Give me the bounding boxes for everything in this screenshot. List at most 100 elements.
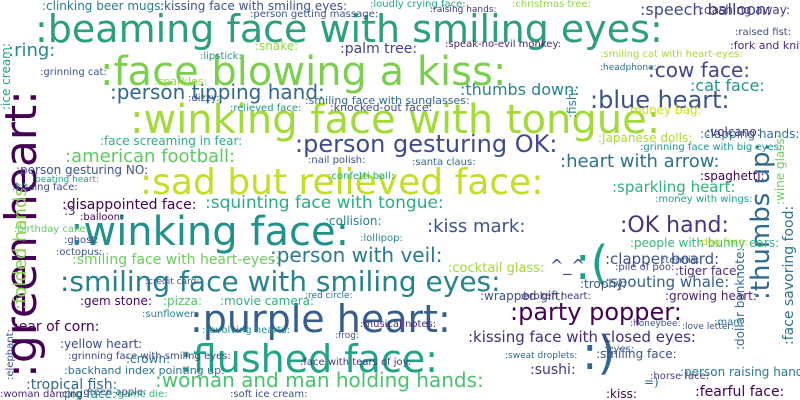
cloud-word: :gem stone: bbox=[80, 294, 152, 308]
cloud-word: :backhand index pointing up: bbox=[64, 364, 225, 377]
cloud-word: :smiling face: bbox=[596, 347, 677, 361]
cloud-word: :clapping hands: bbox=[700, 127, 800, 141]
cloud-word: :confetti ball: bbox=[328, 171, 395, 182]
cloud-word: :kissing face with closed eyes: bbox=[468, 328, 696, 346]
cloud-word: :cocktail glass: bbox=[448, 261, 545, 276]
cloud-word: :smiling face with smiling eyes: bbox=[60, 265, 501, 298]
cloud-word: :green apple: bbox=[80, 387, 147, 398]
cloud-word: :person raising hand: bbox=[680, 365, 800, 379]
cloud-word: :( bbox=[575, 236, 609, 290]
cloud-word: :fish: bbox=[565, 88, 579, 118]
cloud-word: :tennis: bbox=[662, 255, 700, 266]
cloud-word: :raising hands: bbox=[430, 5, 497, 15]
cloud-word: :santa claus: bbox=[412, 157, 476, 168]
cloud-word: ^_^ bbox=[550, 256, 585, 275]
cloud-word: :broken heart: bbox=[520, 291, 591, 302]
cloud-word: :cow face: bbox=[648, 58, 751, 82]
cloud-word: :movie camera: bbox=[220, 294, 315, 308]
cloud-word: :smiling face with sunglasses: bbox=[305, 94, 470, 107]
cloud-word: :kissing face: bbox=[12, 182, 78, 193]
cloud-word: :pile of poo: bbox=[615, 262, 675, 273]
cloud-word: :ice cream: bbox=[0, 43, 13, 110]
cloud-word: :raised fist: bbox=[735, 27, 792, 38]
cloud-word: :christmas tree: bbox=[512, 0, 591, 10]
cloud-word: :elephant: bbox=[5, 329, 16, 380]
cloud-word: :fork and knife: bbox=[730, 39, 800, 52]
cloud-word: :relieved face: bbox=[230, 103, 302, 114]
cloud-word: :tropical fish: bbox=[26, 377, 118, 393]
cloud-word: :headphone: bbox=[600, 63, 657, 73]
cloud-word: :dizzy: bbox=[188, 93, 220, 104]
cloud-word: :soft ice cream: bbox=[230, 389, 308, 400]
cloud-word: :frog: bbox=[335, 331, 359, 341]
cloud-word: :squinting face with tongue: bbox=[205, 193, 444, 213]
cloud-word: :ghost: bbox=[64, 235, 99, 246]
cloud-word: :winking face with tongue: bbox=[130, 97, 661, 143]
cloud-word: :sushi: bbox=[530, 362, 576, 378]
cloud-word: :crown: bbox=[126, 352, 171, 366]
cloud-word: :blue heart: bbox=[590, 86, 730, 114]
cloud-word: :palm tree: bbox=[340, 41, 418, 57]
cloud-word: :face screaming in fear: bbox=[100, 134, 243, 148]
cloud-word: :beating heart: bbox=[32, 175, 100, 185]
cloud-word: :clapper board: bbox=[605, 250, 720, 268]
cloud-word: :lollipop: bbox=[360, 233, 403, 244]
cloud-word: :love letter: bbox=[682, 322, 734, 332]
cloud-word: :american football: bbox=[65, 146, 236, 167]
cloud-word: :face with tears of joy: bbox=[300, 357, 412, 368]
cloud-word: :spaghetti: bbox=[700, 169, 765, 183]
cloud-word: :thumbs down: bbox=[460, 80, 580, 99]
cloud-word: :person getting massage: bbox=[250, 9, 379, 20]
cloud-word: :woman dancing: bbox=[0, 389, 87, 400]
cloud-word: :nail polish: bbox=[308, 155, 366, 166]
cloud-word: :grinning cat: bbox=[40, 67, 107, 78]
cloud-word: :) bbox=[582, 326, 616, 380]
cloud-word: :snake: bbox=[255, 39, 299, 53]
cloud-word: :purple heart: bbox=[190, 297, 451, 341]
cloud-word: :wine glass: bbox=[773, 134, 787, 205]
cloud-word: :musical notes: bbox=[360, 319, 437, 330]
cloud-word: :horse face: bbox=[650, 371, 710, 382]
cloud-word: :folded hands: bbox=[10, 181, 31, 310]
cloud-word: :thumbs up: bbox=[746, 142, 776, 300]
cloud-word: :spouting whale: bbox=[605, 273, 730, 291]
cloud-word: :disappointed face: bbox=[62, 197, 197, 213]
cloud-word: :OK hand: bbox=[620, 213, 729, 238]
cloud-word: :grinning face with big eyes: bbox=[640, 142, 783, 153]
cloud-word: :kiss mark: bbox=[427, 216, 526, 237]
cloud-word: =) bbox=[644, 375, 659, 389]
cloud-word: :cat face: bbox=[690, 76, 765, 95]
cloud-word: :money with wings: bbox=[655, 194, 753, 205]
cloud-word: :person tipping hand: bbox=[110, 80, 325, 104]
cloud-word: :revolving hearts: bbox=[202, 325, 291, 336]
cloud-word: :game die: bbox=[114, 389, 168, 400]
cloud-word: :knocked-out face: bbox=[330, 101, 433, 114]
cloud-word: :loudly crying face: bbox=[370, 0, 466, 10]
cloud-word: :winking face: bbox=[70, 209, 350, 255]
cloud-word: :pig face: bbox=[60, 387, 117, 400]
cloud-word: :3 bbox=[64, 204, 76, 218]
cloud-word: :balloon: bbox=[80, 212, 124, 223]
cloud-word: :person gesturing OK: bbox=[295, 130, 558, 158]
cloud-word: :smiling cat with heart-eyes: bbox=[600, 49, 743, 60]
cloud-word: :person gesturing NO: bbox=[16, 163, 149, 177]
cloud-word: :people with bunny ears: bbox=[630, 236, 780, 250]
cloud-word: :birthday cake: bbox=[14, 224, 90, 235]
cloud-word: :clinking beer mugs: bbox=[42, 0, 165, 13]
cloud-word: :fearful face: bbox=[695, 384, 785, 400]
cloud-word: :kissing face with smiling eyes: bbox=[160, 0, 347, 13]
cloud-word: :ear of corn: bbox=[14, 319, 100, 335]
cloud-word: :wrapped gift: bbox=[480, 289, 564, 303]
cloud-word: :sunflower: bbox=[142, 309, 198, 320]
cloud-word: :sad but relieved face: bbox=[140, 162, 544, 203]
cloud-word: :man: bbox=[714, 317, 743, 328]
cloud-word: :eyes: bbox=[604, 344, 635, 355]
cloud-word: :dog face: bbox=[698, 237, 749, 248]
cloud-word: :beaming face with smiling eyes: bbox=[35, 7, 663, 51]
cloud-word: :grinning face with smiling eyes: bbox=[68, 351, 231, 362]
cloud-word: :tiger face: bbox=[675, 264, 741, 278]
cloud-word: :dashing away: bbox=[700, 3, 791, 17]
cloud-word: :face blowing a kiss: bbox=[100, 49, 507, 95]
cloud-word: :woman and man holding hands: bbox=[155, 368, 484, 392]
cloud-word: :party popper: bbox=[510, 298, 682, 326]
